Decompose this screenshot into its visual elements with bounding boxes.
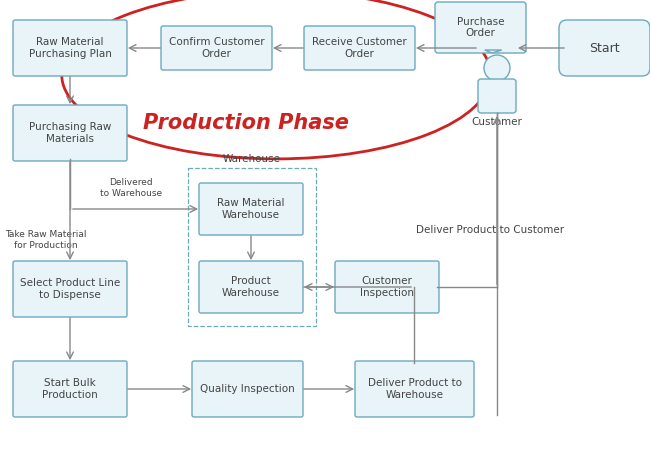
FancyBboxPatch shape bbox=[304, 26, 415, 70]
Text: Delivered
to Warehouse: Delivered to Warehouse bbox=[100, 178, 162, 197]
Text: Deliver Product to Customer: Deliver Product to Customer bbox=[416, 225, 564, 235]
Text: Warehouse: Warehouse bbox=[223, 154, 281, 164]
FancyBboxPatch shape bbox=[192, 361, 303, 417]
Text: Receive Customer
Order: Receive Customer Order bbox=[312, 37, 407, 59]
Text: Customer: Customer bbox=[471, 117, 523, 127]
Text: Confirm Customer
Order: Confirm Customer Order bbox=[169, 37, 265, 59]
FancyBboxPatch shape bbox=[335, 261, 439, 313]
FancyBboxPatch shape bbox=[13, 261, 127, 317]
Text: Select Product Line
to Dispense: Select Product Line to Dispense bbox=[20, 278, 120, 300]
Text: Production Phase: Production Phase bbox=[143, 113, 349, 133]
Text: Purchase
Order: Purchase Order bbox=[457, 17, 504, 38]
FancyBboxPatch shape bbox=[161, 26, 272, 70]
Text: Deliver Product to
Warehouse: Deliver Product to Warehouse bbox=[367, 378, 461, 400]
FancyBboxPatch shape bbox=[435, 2, 526, 53]
FancyBboxPatch shape bbox=[13, 20, 127, 76]
Polygon shape bbox=[485, 50, 502, 53]
FancyBboxPatch shape bbox=[355, 361, 474, 417]
Text: Raw Material
Warehouse: Raw Material Warehouse bbox=[217, 198, 285, 220]
Text: Take Raw Material
for Production: Take Raw Material for Production bbox=[5, 230, 86, 250]
Text: Product
Warehouse: Product Warehouse bbox=[222, 276, 280, 298]
Text: Raw Material
Purchasing Plan: Raw Material Purchasing Plan bbox=[29, 37, 111, 59]
Text: Customer
Inspection: Customer Inspection bbox=[360, 276, 414, 298]
Text: Purchasing Raw
Materials: Purchasing Raw Materials bbox=[29, 122, 111, 144]
Text: Start Bulk
Production: Start Bulk Production bbox=[42, 378, 98, 400]
FancyBboxPatch shape bbox=[559, 20, 650, 76]
Circle shape bbox=[484, 55, 510, 81]
FancyBboxPatch shape bbox=[199, 183, 303, 235]
FancyBboxPatch shape bbox=[199, 261, 303, 313]
FancyBboxPatch shape bbox=[478, 79, 516, 113]
Text: Start: Start bbox=[589, 41, 620, 54]
FancyBboxPatch shape bbox=[13, 361, 127, 417]
FancyBboxPatch shape bbox=[13, 105, 127, 161]
Text: Quality Inspection: Quality Inspection bbox=[200, 384, 295, 394]
